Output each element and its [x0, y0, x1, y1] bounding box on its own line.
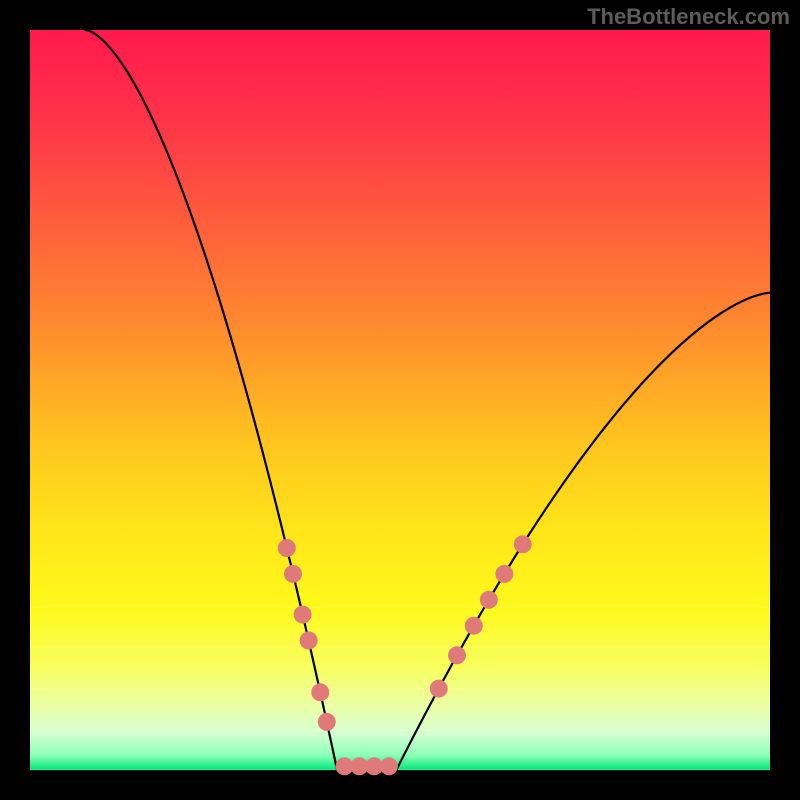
- watermark-text: TheBottleneck.com: [587, 4, 790, 30]
- marker-dot: [380, 757, 398, 775]
- marker-dot: [465, 617, 483, 635]
- marker-dot: [318, 713, 336, 731]
- marker-dot: [278, 539, 296, 557]
- chart-container: TheBottleneck.com: [0, 0, 800, 800]
- marker-dot: [514, 535, 532, 553]
- bottleneck-curve-chart: [0, 0, 800, 800]
- marker-dot: [480, 591, 498, 609]
- marker-dot: [284, 565, 302, 583]
- plot-background: [30, 30, 770, 770]
- marker-dot: [448, 646, 466, 664]
- marker-dot: [311, 683, 329, 701]
- marker-dot: [430, 680, 448, 698]
- marker-dot: [495, 565, 513, 583]
- marker-dot: [294, 606, 312, 624]
- marker-dot: [300, 632, 318, 650]
